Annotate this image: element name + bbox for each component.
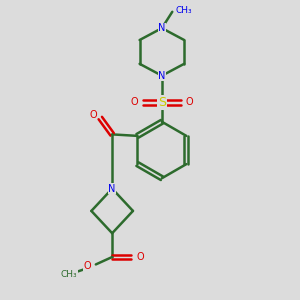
Text: O: O [84,261,91,271]
Text: CH₃: CH₃ [176,6,193,15]
Text: N: N [158,71,166,81]
Text: CH₃: CH₃ [61,270,77,279]
Text: O: O [186,98,193,107]
Text: O: O [130,98,138,107]
Text: O: O [136,252,144,262]
Text: O: O [89,110,97,120]
Text: N: N [158,23,166,33]
Text: S: S [158,96,166,109]
Text: N: N [109,184,116,194]
